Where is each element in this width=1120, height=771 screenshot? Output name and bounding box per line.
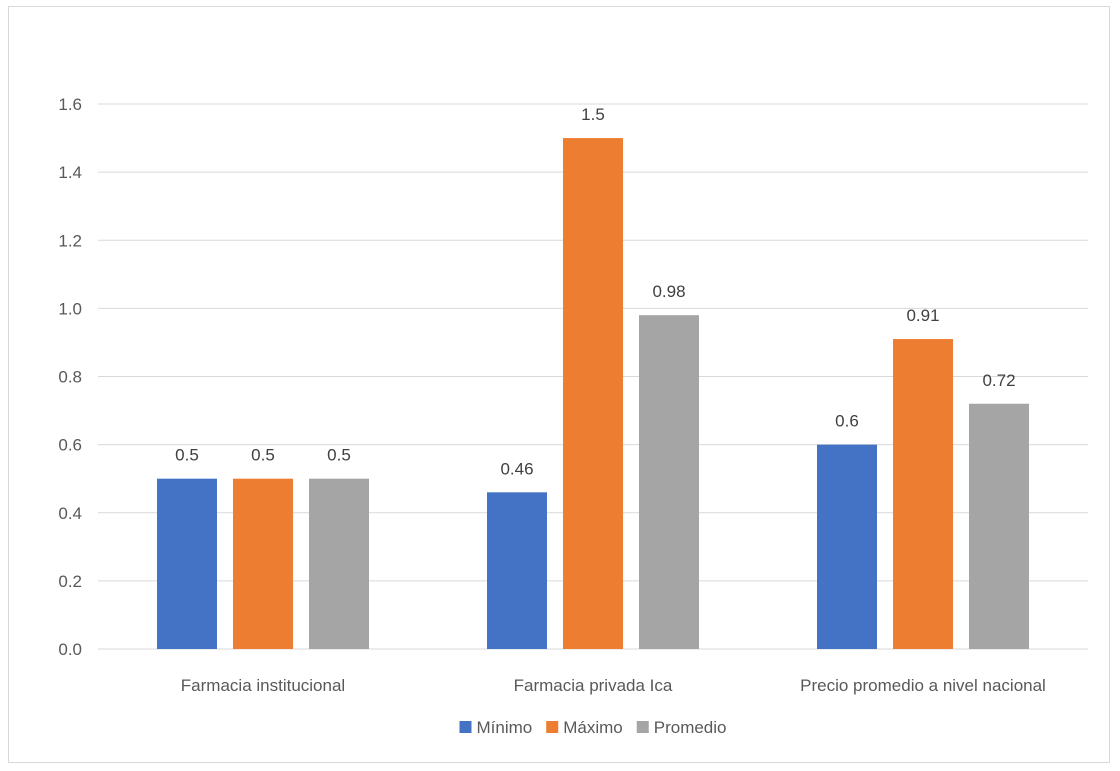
y-tick-label: 0.0 [58, 640, 82, 659]
bar-maximo-1 [233, 478, 293, 649]
y-tick-label: 1.4 [58, 163, 82, 182]
y-tick-label: 0.6 [58, 436, 82, 455]
legend: Mínimo Máximo Promedio [459, 718, 727, 737]
data-label: 0.5 [251, 446, 275, 465]
legend-swatch [459, 721, 472, 733]
data-label: 1.5 [581, 105, 605, 124]
legend-swatch [546, 721, 559, 733]
category-label: Precio promedio a nivel nacional [800, 676, 1046, 695]
y-tick-label: 0.2 [58, 572, 82, 591]
data-label: 0.5 [327, 446, 351, 465]
data-labels: 0.5 0.5 0.5 0.46 1.5 0.98 0.6 0.91 0.72 [175, 105, 1015, 478]
y-axis-ticks: 0.0 0.2 0.4 0.6 0.8 1.0 1.2 1.4 1.6 [58, 95, 82, 659]
bars [157, 138, 1029, 649]
y-tick-label: 1.2 [58, 231, 82, 250]
y-tick-label: 1.6 [58, 95, 82, 114]
x-axis-categories: Farmacia institucional Farmacia privada I… [181, 676, 1046, 695]
bar-promedio-3 [969, 403, 1029, 649]
legend-label: Máximo [563, 718, 623, 737]
legend-label: Mínimo [476, 718, 532, 737]
y-tick-label: 0.8 [58, 368, 82, 387]
bar-minimo-2 [487, 492, 547, 649]
data-label: 0.91 [906, 306, 939, 325]
bar-promedio-1 [309, 478, 369, 649]
bar-maximo-3 [893, 339, 953, 649]
data-label: 0.46 [500, 459, 533, 478]
category-label: Farmacia institucional [181, 676, 345, 695]
y-tick-label: 1.0 [58, 299, 82, 318]
bar-minimo-1 [157, 478, 217, 649]
category-label: Farmacia privada Ica [514, 676, 673, 695]
bar-promedio-2 [639, 315, 699, 649]
legend-swatch [636, 721, 649, 733]
y-tick-label: 0.4 [58, 504, 82, 523]
data-label: 0.98 [652, 282, 685, 301]
bar-maximo-2 [563, 138, 623, 649]
legend-label: Promedio [654, 718, 727, 737]
data-label: 0.5 [175, 446, 199, 465]
data-label: 0.72 [982, 371, 1015, 390]
data-label: 0.6 [835, 412, 859, 431]
bar-minimo-3 [817, 444, 877, 649]
